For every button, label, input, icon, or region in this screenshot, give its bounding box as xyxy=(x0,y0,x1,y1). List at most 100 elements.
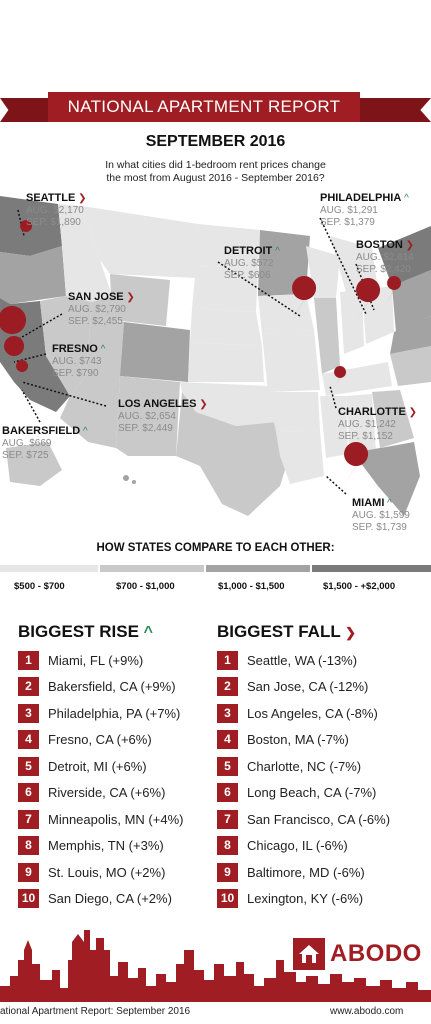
logo-text: ABODO xyxy=(330,940,422,967)
rank-badge: 9 xyxy=(217,862,238,882)
rank-text: Boston, MA (-7%) xyxy=(247,732,349,747)
chevron-up-icon: ^ xyxy=(100,344,106,355)
rank-badge: 10 xyxy=(217,889,238,908)
state-nebraska xyxy=(190,308,262,346)
state-hawaii xyxy=(123,475,129,481)
list-item: 10 Lexington, KY (-6%) xyxy=(217,889,427,909)
biggest-rise-title: BIGGEST RISE ^ xyxy=(18,622,153,642)
footer-report-label: ational Apartment Report: September 2016 xyxy=(0,1006,191,1017)
rank-text: Charlotte, NC (-7%) xyxy=(247,758,362,774)
legend-label-2: $700 - $1,000 xyxy=(116,581,175,592)
chevron-down-icon: ❯ xyxy=(405,240,415,251)
list-item: 3 Los Angeles, CA (-8%) xyxy=(217,703,427,723)
skyline-buildings xyxy=(0,930,431,1002)
city-name: CHARLOTTE xyxy=(338,406,406,418)
chevron-up-icon: ^ xyxy=(275,246,280,257)
chevron-down-icon: ❯ xyxy=(126,292,135,303)
city-name: PHILADELPHIA xyxy=(320,192,402,204)
city-sep-price: SEP. $1,739 xyxy=(352,522,407,533)
banner-ribbon-right xyxy=(355,98,431,122)
city-callout-charlotte: CHARLOTTE ❯ AUG. $1,242 SEP. $1,152 xyxy=(338,406,417,443)
chevron-down-icon: ❯ xyxy=(345,625,357,640)
list-item: 4 Fresno, CA (+6%) xyxy=(18,730,208,750)
list-item: 5 Charlotte, NC (-7%) xyxy=(217,756,427,776)
city-name: MIAMI xyxy=(352,497,385,509)
state-hawaii-island xyxy=(132,480,136,484)
list-item: 1 Seattle, WA (-13%) xyxy=(217,650,427,670)
city-name: LOS ANGELES xyxy=(118,398,197,410)
city-name: SEATTLE xyxy=(26,192,76,204)
rank-text: Chicago, IL (-6%) xyxy=(247,838,348,853)
callout-line-los-angeles xyxy=(21,381,107,407)
city-name: SAN JOSE xyxy=(68,291,124,303)
list-item: 2 Bakersfield, CA (+9%) xyxy=(18,677,208,697)
rank-badge: 3 xyxy=(217,703,238,723)
state-colorado xyxy=(120,322,190,382)
state-north-dakota xyxy=(196,224,260,268)
city-sep-price: SEP. $1,379 xyxy=(320,217,375,228)
title-banner: NATIONAL APARTMENT REPORT xyxy=(0,92,431,122)
list-item: 4 Boston, MA (-7%) xyxy=(217,730,427,750)
rank-text: Riverside, CA (+6%) xyxy=(48,785,166,800)
footer-website[interactable]: www.abodo.com xyxy=(330,1006,404,1017)
list-item: 5 Detroit, MI (+6%) xyxy=(18,756,208,776)
city-aug-price: AUG. $1,599 xyxy=(352,510,410,521)
city-sep-price: SEP. $790 xyxy=(52,368,99,379)
report-question: In what cities did 1-bedroom rent prices… xyxy=(60,159,371,185)
state-iowa xyxy=(258,294,314,334)
legend-swatch-3 xyxy=(206,565,310,572)
state-oklahoma xyxy=(180,382,276,426)
city-sep-price: SEP. $725 xyxy=(2,450,49,461)
chevron-down-icon: ❯ xyxy=(78,193,87,204)
city-callout-philadelphia: PHILADELPHIA ^ AUG. $1,291 SEP. $1,379 xyxy=(320,192,409,229)
map-pin-icon xyxy=(20,220,33,242)
city-aug-price: AUG. $743 xyxy=(52,356,102,367)
city-sep-price: SEP. $1,152 xyxy=(338,431,393,442)
biggest-fall-label: BIGGEST FALL xyxy=(217,622,341,641)
rank-text: Long Beach, CA (-7%) xyxy=(247,785,377,800)
list-item: 6 Long Beach, CA (-7%) xyxy=(217,783,427,803)
rank-text: San Francisco, CA (-6%) xyxy=(247,811,391,827)
rank-badge: 5 xyxy=(18,756,39,776)
rank-badge: 4 xyxy=(217,730,238,749)
state-mississippi xyxy=(320,396,348,458)
page-title: NATIONAL APARTMENT REPORT xyxy=(48,92,360,122)
state-illinois xyxy=(314,298,340,374)
city-sep-price: SEP. $2,455 xyxy=(68,316,123,327)
state-kansas xyxy=(188,342,264,382)
map-pin-icon xyxy=(387,276,402,302)
city-aug-price: AUG. $669 xyxy=(2,438,52,449)
state-pennsylvania xyxy=(392,270,431,332)
map-pin-icon xyxy=(344,442,369,486)
state-new-york xyxy=(378,226,431,286)
rank-text: Lexington, KY (-6%) xyxy=(247,891,364,906)
rank-text: San Jose, CA (-12%) xyxy=(247,679,369,694)
state-utah xyxy=(86,296,124,376)
rank-text: Memphis, TN (+3%) xyxy=(48,838,164,853)
report-month: SEPTEMBER 2016 xyxy=(145,133,286,150)
map-pin-icon xyxy=(356,278,381,322)
state-louisiana xyxy=(276,430,324,484)
legend-swatch-4 xyxy=(312,565,431,572)
chevron-up-icon: ^ xyxy=(143,624,153,641)
map-pin-icon xyxy=(0,306,27,354)
rank-badge: 7 xyxy=(18,809,39,829)
state-michigan xyxy=(330,236,378,292)
rank-badge: 10 xyxy=(18,889,39,908)
rank-text: Baltimore, MD (-6%) xyxy=(247,864,365,880)
city-sep-price: SEP. $2,420 xyxy=(356,264,411,275)
list-item: 8 Chicago, IL (-6%) xyxy=(217,836,427,856)
city-aug-price: AUG. $2,170 xyxy=(26,205,84,216)
abodo-logo: ABODO xyxy=(293,938,422,970)
state-shapes xyxy=(0,196,431,516)
list-item: 9 St. Louis, MO (+2%) xyxy=(18,862,208,882)
rank-text: Los Angeles, CA (-8%) xyxy=(247,705,378,721)
list-item: 10 San Diego, CA (+2%) xyxy=(18,889,208,909)
chevron-down-icon: ❯ xyxy=(199,399,208,410)
state-alabama xyxy=(346,394,376,454)
state-oregon xyxy=(0,246,66,304)
city-callout-detroit: DETROIT ^ AUG. $572 SEP. $606 xyxy=(224,245,280,282)
legend-swatch-2 xyxy=(100,565,204,572)
city-callout-fresno: FRESNO ^ AUG. $743 SEP. $790 xyxy=(52,343,105,380)
state-missouri xyxy=(262,330,320,392)
